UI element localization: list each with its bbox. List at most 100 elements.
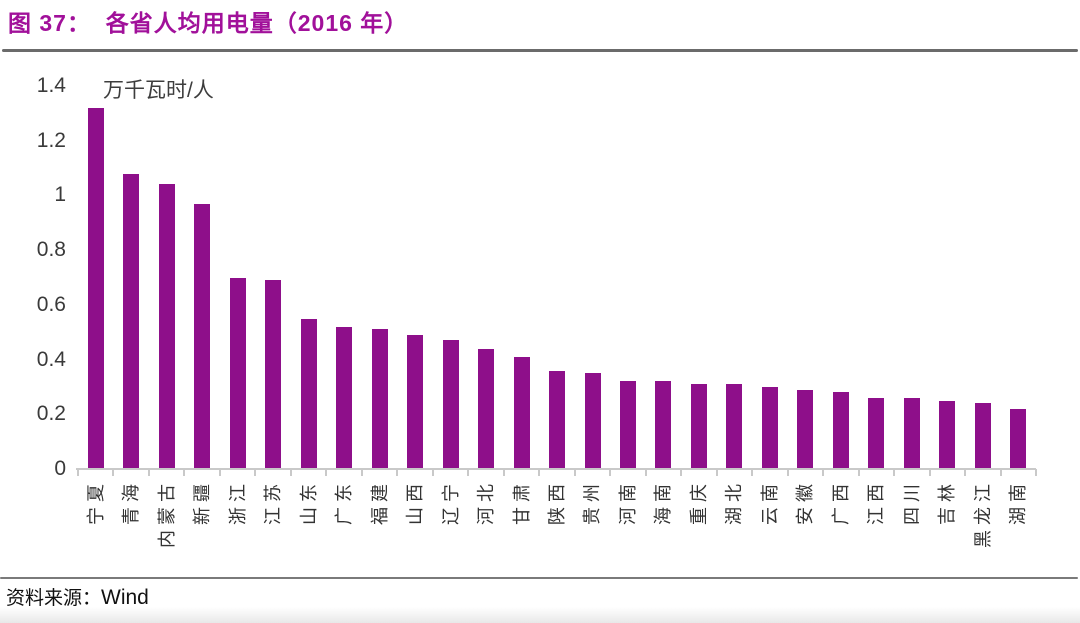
x-label-宁夏: 宁夏 xyxy=(85,479,106,525)
bar-slot xyxy=(859,86,894,469)
bar-slot xyxy=(788,86,823,469)
bottom-gradient xyxy=(0,607,1080,623)
x-label-黑龙江: 黑龙江 xyxy=(972,479,993,548)
y-tick-label: 0.8 xyxy=(36,238,66,262)
x-label-吉林: 吉林 xyxy=(937,479,958,525)
bar-slot xyxy=(255,86,290,469)
bar-slot xyxy=(717,86,752,469)
axis-tick xyxy=(396,469,399,476)
bar-陕西 xyxy=(549,370,566,469)
axis-tick xyxy=(467,469,470,476)
bar-黑龙江 xyxy=(974,403,991,469)
x-label-河南: 河南 xyxy=(617,479,638,525)
x-label-江西: 江西 xyxy=(866,479,887,525)
bar-slot xyxy=(646,86,681,469)
bar-宁夏 xyxy=(87,107,104,469)
x-label-湖北: 湖北 xyxy=(724,479,745,525)
bar-slot xyxy=(220,86,255,469)
axis-tick xyxy=(254,469,257,476)
bar-四川 xyxy=(903,397,920,469)
y-tick-label: 0 xyxy=(54,457,66,480)
bar-slot xyxy=(681,86,716,469)
axis-tick xyxy=(715,469,718,476)
axis-tick xyxy=(147,469,150,476)
y-tick-label: 1 xyxy=(54,183,66,207)
bar-广西 xyxy=(832,392,849,469)
plot-area xyxy=(76,86,1037,476)
bar-slot xyxy=(504,86,539,469)
bar-slot xyxy=(539,86,574,469)
x-label-陕西: 陕西 xyxy=(547,479,567,525)
x-label-四川: 四川 xyxy=(901,479,922,525)
bar-江西 xyxy=(868,397,885,469)
bar-湖南 xyxy=(1010,408,1027,469)
axis-tick xyxy=(289,469,292,476)
bar-内蒙古 xyxy=(158,184,175,469)
axis-tick xyxy=(751,469,754,476)
y-tick-label: 0.4 xyxy=(36,347,66,371)
x-label-贵州: 贵州 xyxy=(582,479,603,525)
x-label-江苏: 江苏 xyxy=(263,479,284,525)
bar-江苏 xyxy=(265,280,282,469)
y-axis-unit-label: 万千瓦时/人 xyxy=(103,79,214,102)
axis-tick xyxy=(822,469,825,476)
x-label-河北: 河北 xyxy=(476,479,497,525)
source-divider xyxy=(0,577,1078,579)
bar-山西 xyxy=(407,334,424,469)
bar-福建 xyxy=(371,329,388,469)
bar-slot xyxy=(894,86,929,469)
bar-slot xyxy=(291,86,326,469)
axis-tick xyxy=(77,469,79,476)
axis-tick xyxy=(857,469,860,476)
axis-tick xyxy=(325,469,328,476)
x-label-湖南: 湖南 xyxy=(1008,479,1029,525)
bar-slot xyxy=(149,86,184,469)
axis-tick xyxy=(1035,469,1037,476)
y-axis-tick-labels: 1.4 1.2 1 0.8 0.6 0.4 0.2 0 xyxy=(0,74,66,480)
bar-辽宁 xyxy=(442,340,459,469)
source-value: Wind xyxy=(101,586,149,609)
axis-tick xyxy=(183,469,186,476)
bar-云南 xyxy=(761,386,778,469)
axis-tick xyxy=(360,469,363,476)
bar-slot xyxy=(610,86,645,469)
bar-slot xyxy=(184,86,219,469)
bar-河南 xyxy=(620,381,636,469)
x-label-安徽: 安徽 xyxy=(795,479,816,525)
axis-tick xyxy=(893,469,896,476)
bar-slot xyxy=(78,86,113,469)
x-label-辽宁: 辽宁 xyxy=(440,479,461,525)
bar-slot xyxy=(752,86,787,469)
axis-tick xyxy=(964,469,967,476)
bar-河北 xyxy=(478,348,495,469)
x-label-福建: 福建 xyxy=(369,479,390,525)
axis-tick xyxy=(644,469,647,476)
bar-slot xyxy=(823,86,858,469)
x-label-内蒙古: 内蒙古 xyxy=(156,479,177,548)
title-divider xyxy=(2,49,1078,52)
bar-slot xyxy=(930,86,965,469)
bar-slot xyxy=(113,86,148,469)
x-label-甘肃: 甘肃 xyxy=(511,479,532,525)
y-tick-label: 1.4 xyxy=(36,74,66,97)
y-tick-label: 0.2 xyxy=(36,402,66,426)
x-label-云南: 云南 xyxy=(759,479,780,525)
axis-tick xyxy=(502,469,505,476)
x-axis-line xyxy=(76,468,1036,470)
axis-tick xyxy=(928,469,931,476)
bar-吉林 xyxy=(939,400,956,469)
axis-tick xyxy=(218,469,221,476)
bar-海南 xyxy=(655,381,672,469)
bar-slot xyxy=(326,86,361,469)
x-label-广西: 广西 xyxy=(830,479,851,525)
bar-重庆 xyxy=(690,384,707,469)
x-label-重庆: 重庆 xyxy=(688,479,709,525)
axis-tick xyxy=(538,469,541,476)
figure-title: 图 37： 各省人均用电量（2016 年） xyxy=(8,10,409,36)
axis-tick xyxy=(786,469,789,476)
axis-tick xyxy=(112,469,115,476)
axis-tick xyxy=(431,469,434,476)
bar-series xyxy=(78,86,1036,469)
source-label: 资料来源： xyxy=(6,588,102,609)
x-axis-ticks xyxy=(77,469,1037,477)
